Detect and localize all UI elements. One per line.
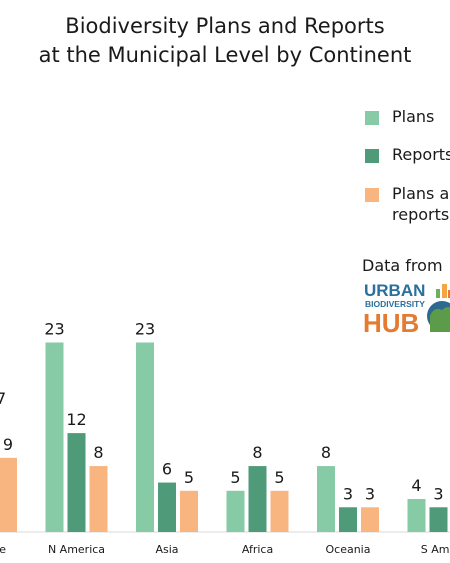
data-label: 23 [44,319,64,338]
globe-icon [427,284,450,332]
data-label: 3 [433,484,443,503]
bar-africa-plans [226,490,245,532]
bar-n-america-reports [67,433,86,532]
x-tick-label: pe [0,543,6,556]
legend-item-plans-and-reports: Plans an reports [365,183,450,225]
logo-word-hub: HUB [364,308,419,334]
logo-word-urban: URBAN [364,281,425,300]
data-label: 3 [343,484,353,503]
legend-swatch-plans [365,111,379,125]
x-tick-label: N America [48,543,105,556]
data-label: 9 [3,435,13,454]
chart-title-line-2: at the Municipal Level by Continent [38,43,412,67]
data-label: 23 [135,319,155,338]
bar-asia-plans [136,342,154,532]
x-tick-label: Africa [242,543,273,556]
bar-oceania-plans-and-reports [361,507,379,532]
bar-africa-reports [248,466,267,532]
urban-biodiversity-hub-logo: URBAN BIODIVERSITY HUB [364,281,450,334]
data-label: 5 [230,468,240,487]
data-label: 12 [66,410,86,429]
data-label: 6 [162,460,172,479]
legend-label-plans-and-reports: Plans an reports [392,184,450,224]
data-label: 5 [184,468,194,487]
bar-s-ame-plans [407,499,426,532]
data-source-label: Data from [362,256,443,275]
legend-label-reports: Reports [392,145,450,164]
data-label: 8 [252,443,262,462]
legend-swatch-reports [365,149,379,163]
legend-label-plans: Plans [392,107,435,126]
x-tick-label: S Ame [421,543,450,556]
chart-title-line-1: Biodiversity Plans and Reports [65,14,385,38]
bar-asia-reports [158,482,176,532]
logo-word-biodiversity: BIODIVERSITY [365,299,425,309]
bar-pe-plans-and-reports [0,457,17,532]
bar-oceania-reports [339,507,357,532]
data-label-partial: 7 [0,389,6,408]
x-tick-label: Asia [155,543,178,556]
bar-oceania-plans [317,466,335,532]
bar-n-america-plans-and-reports [89,466,108,532]
bar-n-america-plans [45,342,64,532]
data-label: 3 [365,484,375,503]
legend-item-reports: Reports [365,144,450,165]
data-label: 4 [411,476,421,495]
bar-africa-plans-and-reports [270,490,289,532]
data-label: 8 [93,443,103,462]
data-label: 5 [274,468,284,487]
legend-item-plans: Plans [365,106,434,127]
x-tick-label: Oceania [326,543,371,556]
legend-swatch-plans-and-reports [365,188,379,202]
bar-asia-plans-and-reports [180,490,198,532]
bar-s-ame-reports [429,507,448,532]
data-label: 8 [321,443,331,462]
